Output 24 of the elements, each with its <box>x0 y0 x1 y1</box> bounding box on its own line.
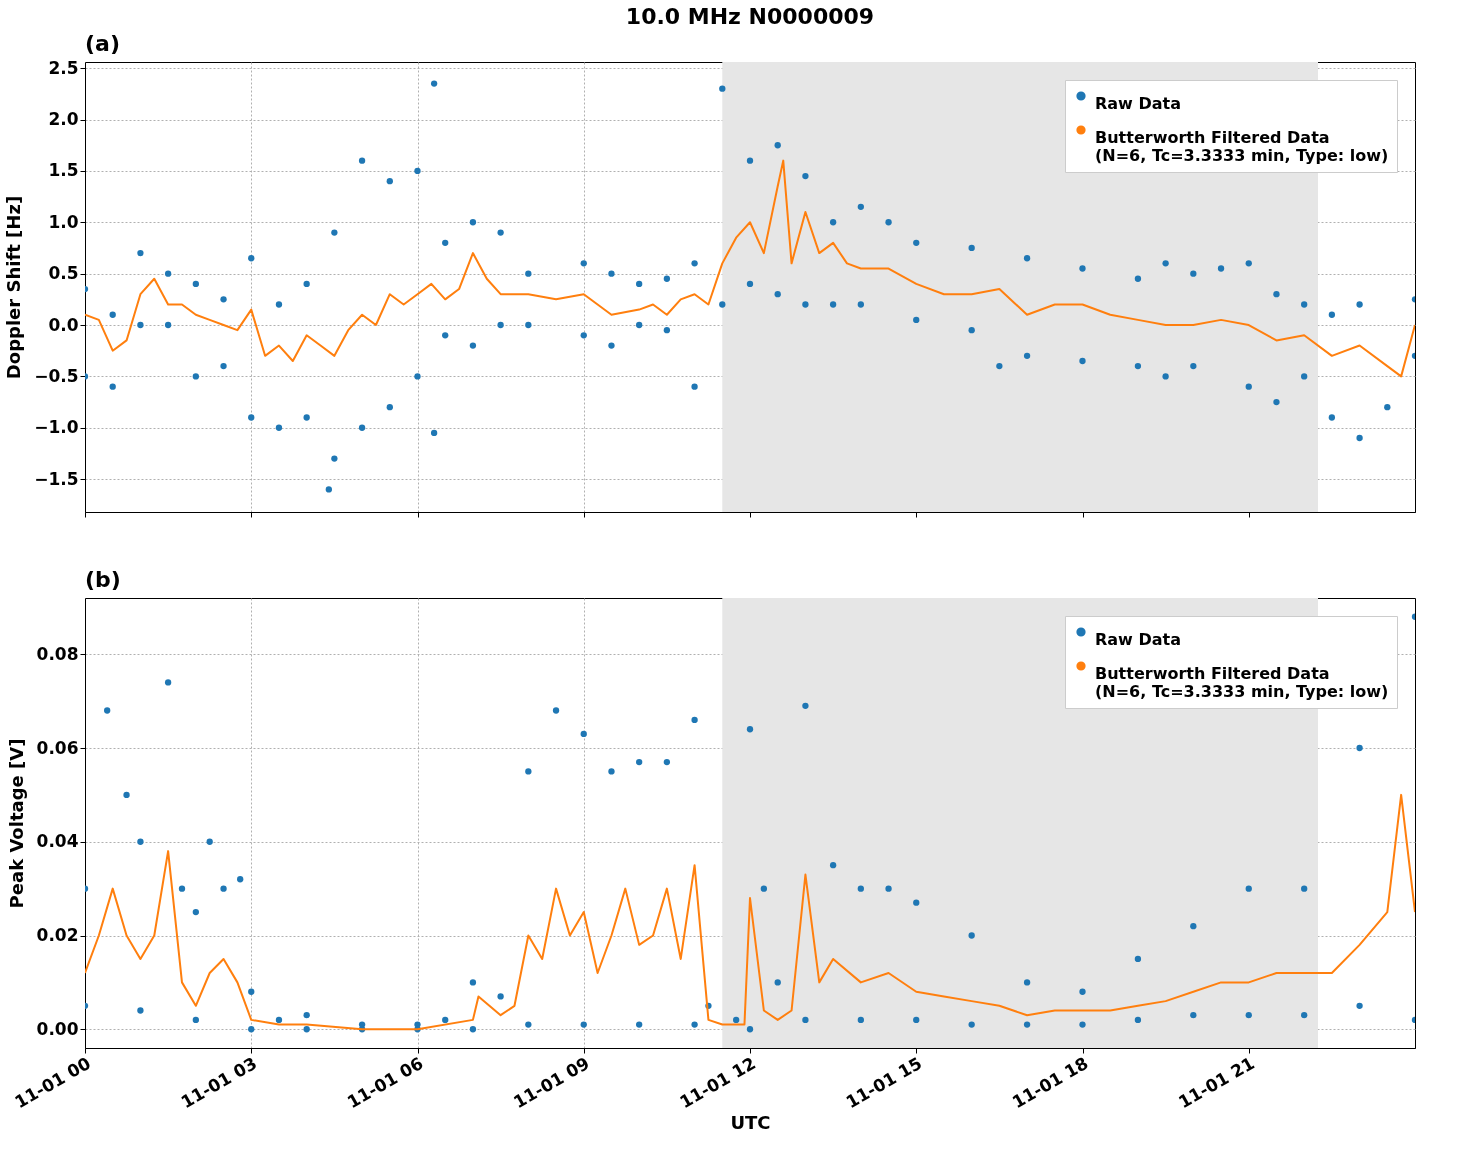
y-tick-label: 0.00 <box>36 1018 79 1039</box>
y-tick-label: 0.0 <box>48 314 79 335</box>
y-tick-label: 0.5 <box>48 263 79 284</box>
y-axis-title: Doppler Shift [Hz] <box>3 195 25 380</box>
legend-label: Butterworth Filtered Data (N=6, Tc=3.3333 min, Type: low) <box>1095 664 1389 701</box>
chart-title: 10.0 MHz N0000009 <box>625 4 875 29</box>
y-tick-label: 1.0 <box>48 211 79 232</box>
y-tick-label: 1.5 <box>48 160 79 181</box>
y-axis-title: Peak Voltage [V] <box>5 738 27 909</box>
legend-label: Raw Data <box>1095 94 1181 113</box>
y-tick-label: 0.02 <box>36 925 79 945</box>
y-tick-label: 2.0 <box>48 109 79 130</box>
legend-label: Butterworth Filtered Data (N=6, Tc=3.3333 min, Type: low) <box>1095 128 1389 165</box>
y-tick-label: 0.04 <box>36 831 79 852</box>
y-tick-label: 0.06 <box>36 737 79 758</box>
y-tick-label: 0.08 <box>36 643 79 664</box>
text: (b) <box>85 567 121 592</box>
y-tick-label: −1.0 <box>34 417 79 438</box>
y-tick-label: −1.5 <box>34 468 79 489</box>
text: (a) <box>85 31 120 56</box>
y-tick-label: 2.5 <box>48 57 79 78</box>
y-tick-label: −0.5 <box>34 365 79 386</box>
legend-label: Raw Data <box>1095 630 1181 649</box>
x-axis-title: UTC <box>730 1112 771 1134</box>
